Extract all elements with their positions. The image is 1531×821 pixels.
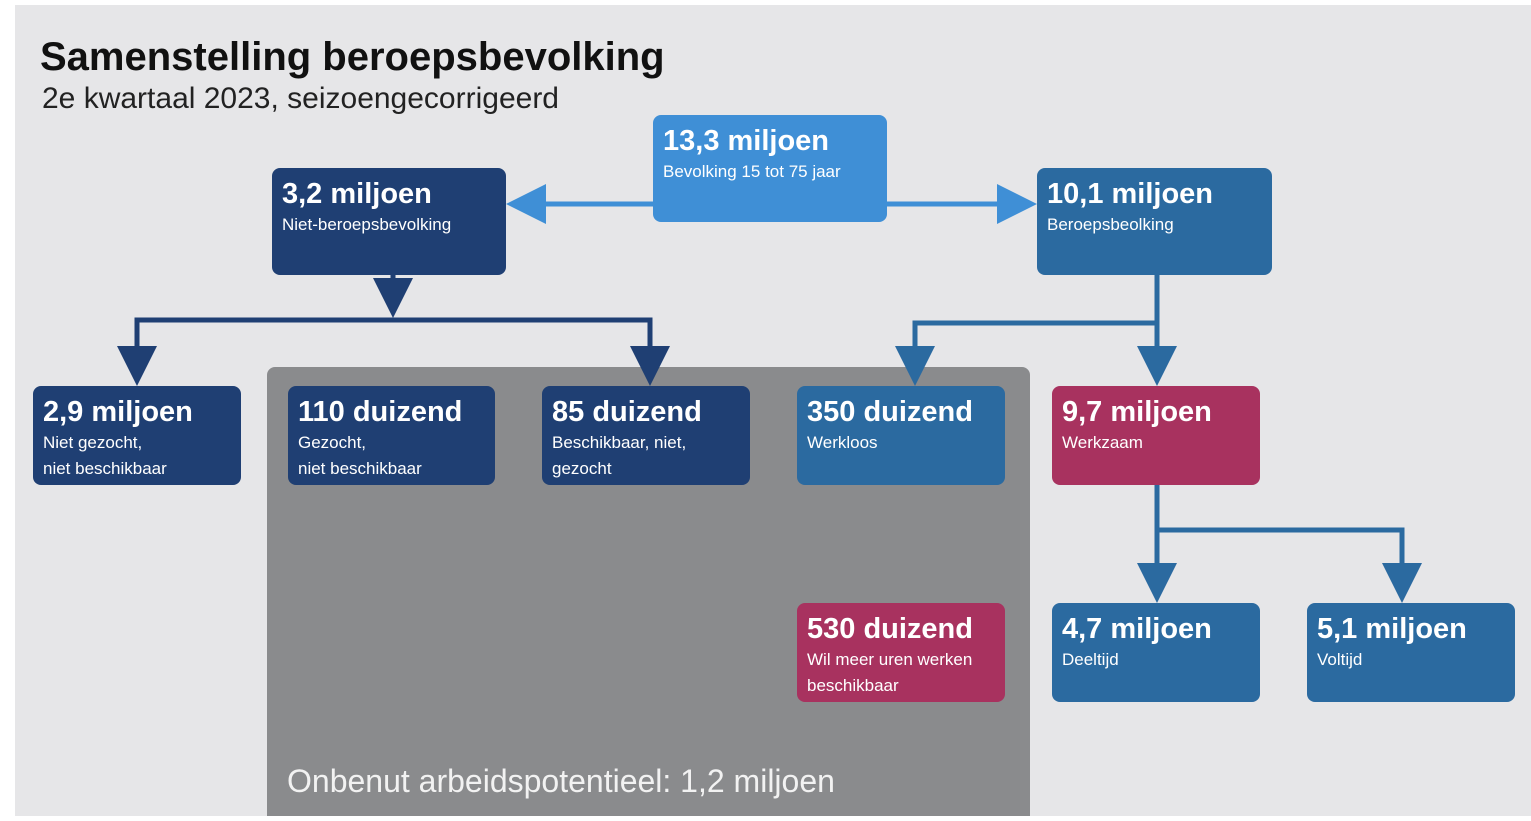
node-value: 5,1 miljoen: [1317, 613, 1467, 645]
node: 85 duizend Beschikbaar, niet, gezocht: [542, 386, 750, 485]
node-value: 530 duizend: [807, 613, 973, 645]
node-value: 10,1 miljoen: [1047, 178, 1213, 210]
node-label: Werkloos: [807, 433, 878, 452]
node-value: 13,3 miljoen: [663, 125, 829, 157]
node-label: Werkzaam: [1062, 433, 1143, 452]
node-box: [653, 115, 887, 222]
node-label: Wil meer uren werken: [807, 650, 972, 669]
subtitle: 2e kwartaal 2023, seizoengecorrigeerd: [42, 82, 559, 115]
node: 9,7 miljoen Werkzaam: [1052, 386, 1260, 485]
connectors: [117, 184, 1422, 603]
node-box: [288, 386, 495, 485]
node-value: 2,9 miljoen: [43, 396, 193, 428]
node: 530 duizend Wil meer uren werken beschikba…: [797, 603, 1005, 702]
node: 4,7 miljoen Deeltijd: [1052, 603, 1260, 702]
node-label: Bevolking 15 tot 75 jaar: [663, 162, 841, 181]
node-box: [1052, 386, 1260, 485]
title: Samenstelling beroepsbevolking: [40, 35, 665, 79]
node-label: Deeltijd: [1062, 650, 1119, 669]
node-box: [797, 603, 1005, 702]
node-box: [797, 386, 1005, 485]
node: 2,9 miljoen Niet gezocht, niet beschikbaar: [33, 386, 241, 485]
node-box: [1307, 603, 1515, 702]
node-value: 350 duizend: [807, 396, 973, 428]
node-value: 110 duizend: [298, 396, 462, 428]
node-label: beschikbaar: [807, 676, 899, 695]
node: 5,1 miljoen Voltijd: [1307, 603, 1515, 702]
node-label: Gezocht,: [298, 433, 366, 452]
node-box: [1037, 168, 1272, 275]
node: 110 duizend Gezocht, niet beschikbaar: [288, 386, 495, 485]
node-box: [1052, 603, 1260, 702]
arrow: [1157, 527, 1422, 603]
node: 3,2 miljoen Niet-beroepsbevolking: [272, 168, 506, 275]
node-value: 9,7 miljoen: [1062, 396, 1212, 428]
node-label: niet beschikbaar: [298, 459, 422, 478]
arrow: [895, 320, 1157, 386]
node-value: 3,2 miljoen: [282, 178, 432, 210]
node: 350 duizend Werkloos: [797, 386, 1005, 485]
footer: Onbenut arbeidspotentieel: 1,2 miljoen: [287, 763, 835, 799]
node-label: gezocht: [552, 459, 612, 478]
node-box: [33, 386, 241, 485]
node-value: 85 duizend: [552, 396, 702, 428]
node-label: Niet-beroepsbevolking: [282, 215, 451, 234]
node-label: Voltijd: [1317, 650, 1362, 669]
node-label: niet beschikbaar: [43, 459, 167, 478]
node-value: 4,7 miljoen: [1062, 613, 1212, 645]
node-label: Beroepsbeolking: [1047, 215, 1174, 234]
node-box: [272, 168, 506, 275]
node-box: [542, 386, 750, 485]
node-label: Niet gezocht,: [43, 433, 142, 452]
node: 13,3 miljoen Bevolking 15 tot 75 jaar: [653, 115, 887, 222]
node: 10,1 miljoen Beroepsbeolking: [1037, 168, 1272, 275]
node-label: Beschikbaar, niet,: [552, 433, 686, 452]
